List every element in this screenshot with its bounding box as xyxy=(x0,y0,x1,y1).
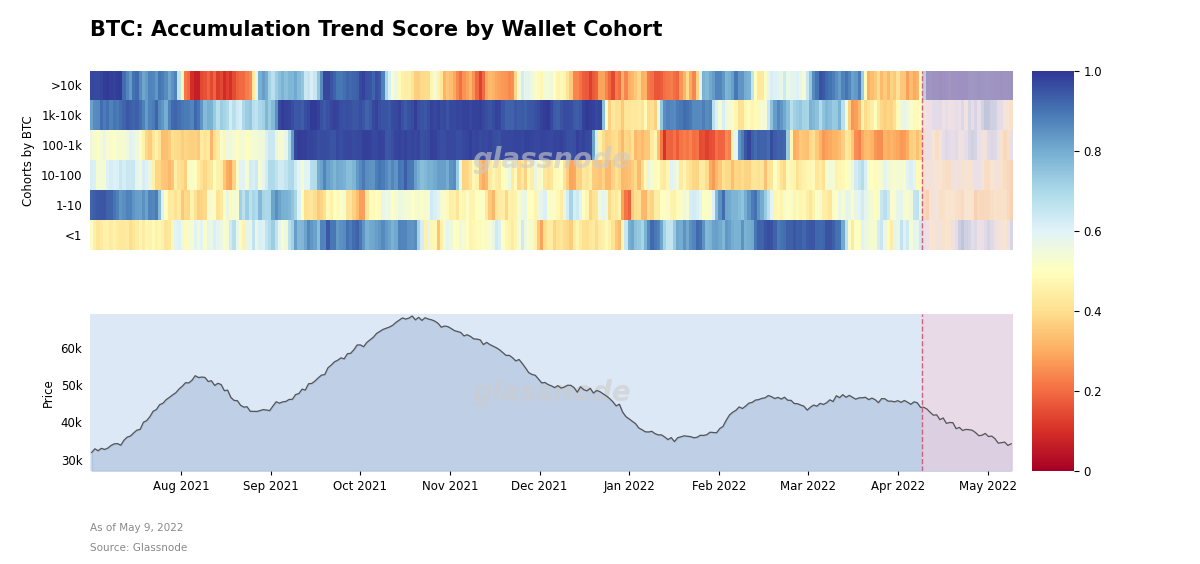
Bar xyxy=(922,70,1013,250)
Text: BTC: Accumulation Trend Score by Wallet Cohort: BTC: Accumulation Trend Score by Wallet … xyxy=(90,20,662,39)
Text: glassnode: glassnode xyxy=(472,378,631,407)
Bar xyxy=(922,314,1013,471)
Y-axis label: Price: Price xyxy=(42,378,55,407)
Text: As of May 9, 2022: As of May 9, 2022 xyxy=(90,523,184,534)
Text: Source: Glassnode: Source: Glassnode xyxy=(90,543,187,553)
Text: glassnode: glassnode xyxy=(472,147,631,174)
Y-axis label: Cohorts by BTC: Cohorts by BTC xyxy=(23,115,35,206)
